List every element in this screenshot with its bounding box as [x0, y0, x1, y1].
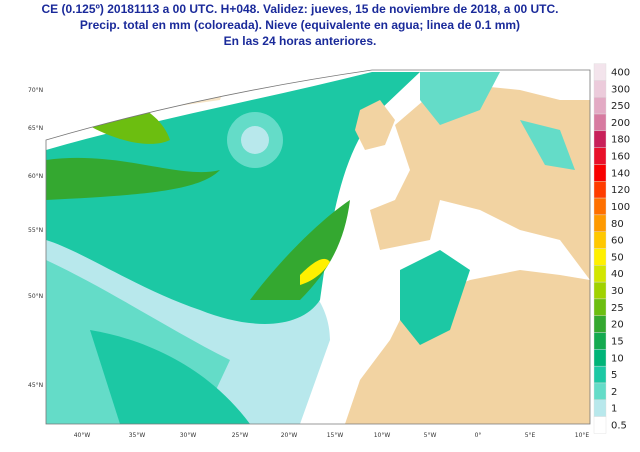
legend-swatch [593, 214, 607, 232]
legend-label: 200 [611, 118, 630, 129]
precip-area [46, 157, 220, 200]
legend-swatch [593, 197, 607, 216]
lat-label: 55°N [28, 227, 43, 234]
legend-label: 60 [611, 236, 624, 247]
precip-area [420, 72, 500, 125]
legend-swatch [593, 298, 607, 316]
lon-label: 25°W [232, 432, 249, 439]
legend-label: 300 [611, 84, 630, 95]
legend-swatch [593, 164, 607, 182]
legend-label: 160 [611, 152, 630, 163]
legend-label: 20 [611, 320, 624, 331]
legend-swatch [593, 315, 607, 333]
lat-label: 50°N [28, 293, 43, 300]
legend-swatch [593, 248, 607, 266]
legend-swatch [593, 265, 607, 283]
legend-swatch [593, 399, 607, 417]
legend-label: 180 [611, 135, 630, 146]
legend-label: 15 [611, 336, 624, 347]
lon-label: 30°W [180, 432, 197, 439]
legend-label: 80 [611, 219, 624, 230]
lat-label: 65°N [28, 125, 43, 132]
legend-label: 250 [611, 101, 630, 112]
title-line: CE (0.125º) 20181113 a 00 UTC. H+048. Va… [41, 2, 559, 16]
map-labels: 70°N 65°N 60°N 55°N 50°N 45°N 40°W 35°W 30°W 25°W… [28, 87, 589, 439]
lon-label: 15°W [327, 432, 344, 439]
precip-area [520, 120, 575, 170]
legend-label: 50 [611, 252, 624, 263]
legend-swatch [593, 365, 607, 384]
legend-label: 140 [611, 168, 630, 179]
precip-area [241, 126, 269, 154]
legend-label: 25 [611, 303, 624, 314]
lon-label: 35°W [129, 432, 146, 439]
legend-swatch [593, 281, 607, 300]
legend: 4003002502001801601401201008060504030252… [593, 63, 630, 434]
legend-label: 0.5 [611, 421, 627, 432]
legend-label: 120 [611, 185, 630, 196]
lon-label: 0° [475, 432, 482, 439]
legend-swatch [593, 63, 607, 81]
legend-swatch [593, 382, 607, 400]
precip-area [300, 258, 330, 285]
legend-label: 10 [611, 353, 624, 364]
lon-label: 20°W [281, 432, 298, 439]
lat-label: 60°N [28, 173, 43, 180]
lon-label: 10°E [575, 432, 590, 439]
legend-label: 5 [611, 370, 617, 381]
map-field [46, 70, 590, 424]
legend-swatch [593, 80, 607, 98]
legend-swatch [593, 416, 607, 434]
title-line: Precip. total en mm (coloreada). Nieve (… [79, 18, 521, 32]
legend-label: 100 [611, 202, 630, 213]
legend-swatch [593, 181, 607, 199]
lon-label: 5°E [525, 432, 536, 439]
legend-swatch [593, 349, 607, 367]
title-line: En las 24 horas anteriores. [223, 34, 377, 48]
legend-label: 40 [611, 269, 624, 280]
legend-swatch [593, 147, 607, 165]
lat-label: 70°N [28, 87, 43, 94]
legend-swatch [593, 130, 607, 148]
legend-swatch [593, 97, 607, 115]
land [355, 100, 395, 150]
lat-label: 45°N [28, 382, 43, 389]
lon-label: 10°W [374, 432, 391, 439]
lon-label: 40°W [74, 432, 91, 439]
precip-area [250, 200, 350, 300]
precip-area [90, 330, 250, 424]
legend-label: 400 [611, 68, 630, 79]
legend-swatch [593, 332, 607, 350]
legend-label: 2 [611, 387, 617, 398]
legend-swatch [593, 113, 607, 132]
lon-label: 5°W [424, 432, 437, 439]
land [345, 85, 590, 424]
legend-swatch [593, 231, 607, 249]
map-frame [45, 69, 591, 425]
legend-label: 30 [611, 286, 624, 297]
legend-label: 1 [611, 404, 617, 415]
precip-area [400, 250, 470, 345]
